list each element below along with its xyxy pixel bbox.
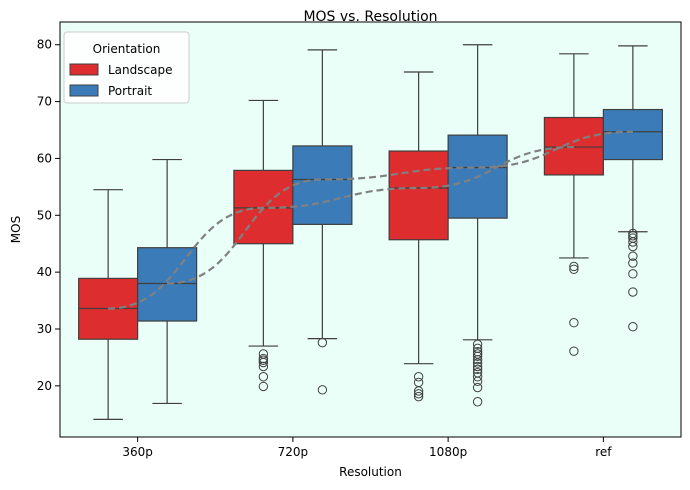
legend-swatch-portrait: [69, 84, 99, 97]
outlier-point: [258, 357, 269, 368]
outlier-point: [628, 287, 638, 297]
outlier-point: [472, 361, 483, 372]
outlier-point: [472, 372, 483, 382]
box-portrait-ref: [602, 108, 663, 161]
outlier-point: [317, 337, 328, 348]
outlier-point: [472, 339, 483, 350]
x-tick-label: 360p: [122, 445, 153, 459]
outlier-point: [472, 376, 483, 386]
outlier-point: [258, 355, 269, 365]
box-portrait-720p: [292, 145, 353, 225]
chart-title: MOS vs. Resolution: [303, 9, 437, 25]
outlier-point: [569, 261, 579, 272]
outlier-point: [472, 364, 483, 375]
outlier-point: [258, 381, 269, 392]
x-tick-label: ref: [595, 445, 612, 459]
outlier-point: [413, 391, 424, 402]
y-tick-label: 60: [37, 151, 52, 165]
y-tick-label: 70: [37, 95, 52, 109]
legend-swatch-landscape: [69, 63, 99, 76]
legend-label-landscape: Landscape: [108, 63, 172, 77]
outlier-point: [317, 385, 328, 395]
x-axis-label: Resolution: [339, 465, 402, 479]
y-tick-label: 80: [37, 38, 52, 52]
x-tick-label: 1080p: [429, 445, 467, 459]
y-tick-label: 50: [37, 208, 52, 222]
outlier-point: [472, 354, 483, 365]
outlier-point: [472, 349, 483, 359]
outlier-point: [258, 372, 269, 382]
legend: Orientation Landscape Portrait: [63, 31, 190, 104]
legend-label-portrait: Portrait: [108, 84, 152, 98]
outlier-point: [628, 237, 638, 247]
outlier-point: [413, 372, 424, 382]
outlier-point: [628, 258, 638, 268]
x-tick-label: 720p: [278, 445, 309, 459]
outlier-point: [258, 361, 269, 372]
outlier-point: [472, 382, 483, 393]
outlier-point: [628, 231, 638, 241]
outlier-point: [569, 346, 579, 356]
outlier-point: [628, 322, 638, 332]
outlier-point: [569, 318, 579, 328]
legend-title: Orientation: [93, 42, 161, 56]
outlier-point: [569, 264, 579, 274]
boxes-layer: [78, 44, 663, 420]
trend-line-portrait: [167, 130, 633, 285]
x-axis: 360p 720p 1080p ref: [122, 437, 612, 459]
y-axis-label: MOS: [9, 216, 23, 243]
outlier-point: [472, 397, 483, 407]
y-tick-label: 30: [37, 322, 52, 336]
box-landscape-1080p: [388, 150, 449, 241]
y-tick-label: 20: [37, 379, 52, 393]
y-axis: 20 30 40 50 60 70 80: [37, 38, 60, 393]
outlier-point: [413, 389, 424, 399]
trend-layer: [108, 130, 633, 310]
outlier-point: [628, 251, 638, 261]
plot-frame: [59, 21, 682, 438]
outlier-point: [472, 351, 483, 361]
outlier-point: [413, 386, 424, 396]
y-tick-label: 40: [37, 265, 52, 279]
outlier-point: [628, 269, 638, 279]
outlier-point: [628, 241, 638, 252]
outlier-point: [472, 358, 483, 368]
